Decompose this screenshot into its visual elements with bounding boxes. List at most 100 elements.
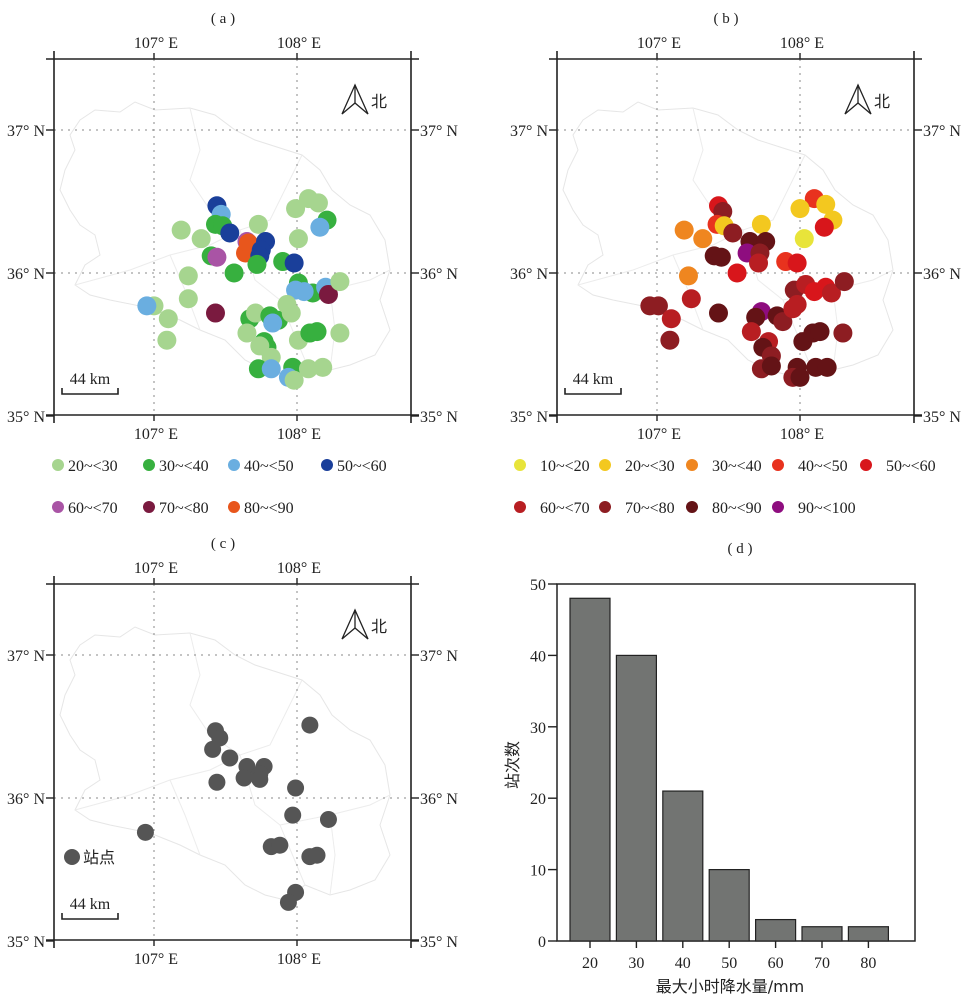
legend-label: 站点 — [83, 848, 115, 867]
y-tick-label-right: 37° N — [923, 123, 961, 140]
legend-panel-a: 20~<30 30~<40 40~<50 50~<60 60~<70 70~<80 80~<… — [52, 458, 387, 517]
station-point — [790, 367, 810, 387]
station-point — [790, 199, 810, 219]
station-point — [787, 294, 807, 314]
bar — [662, 790, 704, 942]
station-points — [136, 716, 337, 911]
bar — [615, 654, 658, 942]
station-point — [711, 247, 731, 267]
legend-marker — [52, 501, 64, 513]
y-tick-label: 20 — [530, 791, 546, 808]
x-tick-label-top: 108° E — [277, 35, 321, 52]
station-point — [208, 773, 226, 791]
legend-label: 60~<70 — [68, 500, 118, 517]
legend-label: 40~<50 — [798, 458, 848, 475]
station-point — [178, 289, 198, 309]
y-tick-label: 10 — [530, 863, 546, 880]
bar-chart-panel-d: ( d ) 0 10 20 30 40 50 20 30 40 50 60 70 80 最大小时降水量/mm… — [503, 541, 916, 996]
x-tick-label: 70 — [814, 955, 830, 972]
station-point — [727, 263, 747, 283]
x-tick-label-bottom: 107° E — [134, 951, 178, 968]
y-tick-label-left: 37° N — [7, 123, 45, 140]
station-point — [251, 770, 269, 788]
station-point — [749, 253, 769, 273]
legend-marker — [772, 501, 784, 513]
y-tick-label: 50 — [530, 577, 546, 594]
legend-panel-b: 10~<20 20~<30 30~<40 40~<50 50~<60 60~<70 70~<… — [514, 458, 936, 517]
station-point — [136, 823, 154, 841]
legend-item: 80~<90 — [686, 500, 762, 517]
legend-label: 30~<40 — [712, 458, 762, 475]
station-point — [741, 322, 761, 342]
station-point — [751, 214, 771, 234]
station-point — [178, 266, 198, 286]
station-point — [833, 323, 853, 343]
north-label: 北 — [371, 92, 387, 111]
legend: 站点 — [64, 848, 115, 867]
bar — [847, 926, 890, 942]
legend-item: 60~<70 — [514, 500, 590, 517]
bar — [754, 918, 797, 942]
station-point — [674, 220, 694, 240]
station-point — [207, 247, 227, 267]
x-tick-label-top: 108° E — [780, 35, 824, 52]
legend-label: 50~<60 — [886, 458, 936, 475]
legend-label: 30~<40 — [159, 458, 209, 475]
legend-item: 30~<40 — [686, 458, 762, 475]
panel-title: ( c ) — [211, 536, 235, 552]
station-point — [271, 836, 289, 854]
station-point — [248, 214, 268, 234]
legend-label: 40~<50 — [244, 458, 294, 475]
legend-marker — [599, 459, 611, 471]
station-point — [319, 810, 337, 828]
station-point — [313, 357, 333, 377]
county-boundary — [279, 794, 391, 826]
y-tick-label-left: 37° N — [7, 648, 45, 665]
legend-item: 50~<60 — [860, 458, 936, 475]
station-point — [191, 229, 211, 249]
legend-marker — [321, 459, 333, 471]
legend-label: 80~<90 — [244, 500, 294, 517]
x-tick-label-top: 107° E — [637, 35, 681, 52]
station-point — [678, 266, 698, 286]
legend-item: 80~<90 — [228, 500, 294, 517]
station-point — [681, 289, 701, 309]
north-arrow-icon — [341, 608, 369, 640]
x-tick-label-bottom: 108° E — [780, 426, 824, 443]
legend-item: 70~<80 — [143, 500, 209, 517]
station-point — [723, 223, 743, 243]
station-point — [810, 322, 830, 342]
legend-marker — [686, 459, 698, 471]
station-point — [761, 356, 781, 376]
y-tick-label-right: 36° N — [923, 266, 961, 283]
panel-title: ( d ) — [728, 541, 753, 557]
station-point — [708, 303, 728, 323]
legend-marker — [772, 459, 784, 471]
y-tick-label-right: 35° N — [420, 934, 458, 951]
station-point — [648, 296, 668, 316]
legend-marker — [143, 459, 155, 471]
north-arrow-icon — [844, 83, 872, 115]
x-tick-label: 60 — [768, 955, 784, 972]
station-point — [787, 253, 807, 273]
y-tick-label: 0 — [538, 934, 546, 951]
station-point — [814, 217, 834, 237]
legend-item: 20~<30 — [599, 458, 675, 475]
scale-bar — [61, 388, 119, 395]
x-tick-label-top: 107° E — [134, 560, 178, 577]
x-tick-label-bottom: 107° E — [637, 426, 681, 443]
county-boundary — [329, 814, 336, 896]
x-tick-label-bottom: 108° E — [277, 426, 321, 443]
station-point — [834, 272, 854, 292]
panel-title: ( a ) — [211, 11, 235, 27]
legend-marker — [686, 501, 698, 513]
map-panel-c: ( c ) 107° E 107° E 108° E 108° E 35° N 35° N 3… — [7, 536, 458, 968]
legend-marker — [228, 501, 240, 513]
legend-item: 40~<50 — [772, 458, 848, 475]
county-boundary — [169, 779, 201, 856]
station-point — [661, 309, 681, 329]
legend-marker — [64, 849, 80, 865]
station-point — [237, 323, 257, 343]
bar — [801, 926, 843, 942]
station-point — [284, 370, 304, 390]
